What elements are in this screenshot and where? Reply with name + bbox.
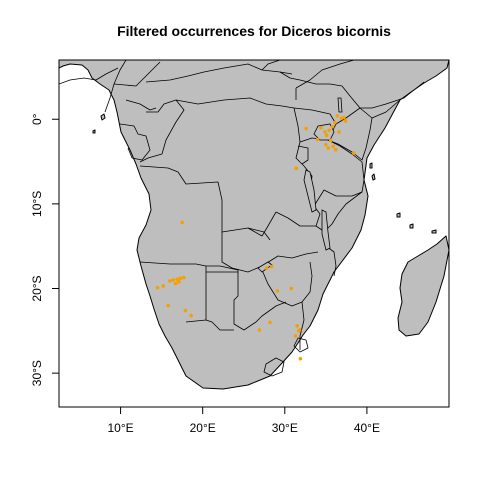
occurrence-point [325, 134, 329, 138]
comoros-island-a [397, 213, 400, 217]
occurrence-point [334, 148, 338, 152]
occurrence-point [258, 328, 262, 332]
x-tick-label: 40°E [354, 421, 380, 435]
occurrence-point [268, 321, 272, 325]
y-tick-label: 30°S [30, 360, 44, 386]
occurrence-point [180, 221, 184, 225]
x-axis: 10°E 20°E 30°E 40°E [108, 407, 380, 435]
occurrence-point [295, 324, 299, 328]
occurrence-point [276, 289, 280, 293]
y-tick-label: 0° [30, 113, 44, 125]
occurrence-point [290, 287, 294, 291]
map-title: Filtered occurrences for Diceros bicorni… [117, 23, 391, 39]
bioko-island [101, 114, 105, 120]
occurrence-point [319, 126, 323, 130]
occurrence-point [344, 119, 348, 123]
occurrence-point [161, 284, 165, 288]
occurrence-point [156, 286, 160, 290]
occurrence-point [174, 282, 178, 286]
occurrence-point [294, 167, 298, 171]
occurrence-point [331, 125, 335, 129]
occurrence-point [179, 277, 183, 281]
occurrence-point [304, 127, 308, 131]
map-layer [59, 60, 449, 389]
occurrence-point [327, 146, 331, 150]
y-tick-label: 20°S [30, 275, 44, 301]
zanzibar-island [372, 174, 375, 180]
x-tick-label: 30°E [272, 421, 298, 435]
occurrence-point [270, 265, 274, 269]
pemba-island [370, 163, 372, 168]
occurrence-point [168, 279, 172, 283]
occurrence-point [166, 304, 170, 308]
occurrence-point [327, 128, 331, 132]
occurrence-point [177, 280, 181, 284]
africa-landmass [59, 60, 449, 389]
occurrence-point [316, 138, 320, 142]
occurrence-point [329, 139, 333, 143]
y-tick-label: 10°S [30, 191, 44, 217]
occurrence-point [265, 266, 269, 270]
sao-tome-island [93, 130, 95, 133]
x-tick-label: 10°E [108, 421, 134, 435]
occurrence-point [352, 151, 356, 155]
occurrence-point [336, 114, 340, 118]
occurrence-point [184, 309, 188, 313]
occurrence-point [171, 278, 175, 282]
occurrence-point [337, 130, 341, 134]
x-tick-label: 20°E [190, 421, 216, 435]
comoros-island-b [410, 224, 413, 228]
y-axis: 0° 10°S 20°S 30°S [30, 113, 59, 386]
occurrence-point [323, 130, 327, 134]
madagascar [398, 236, 449, 336]
occurrence-point [331, 145, 335, 149]
occurrence-point [324, 143, 328, 147]
aldabra-island [432, 230, 436, 233]
occurrence-point [333, 121, 337, 125]
occurrence-point [294, 334, 298, 338]
occurrence-point [299, 357, 303, 361]
occurrence-point [189, 314, 193, 318]
lake-turkana [338, 98, 342, 112]
occurrence-point [297, 329, 301, 333]
occurrence-point [182, 276, 186, 280]
occurrence-point [342, 116, 346, 120]
